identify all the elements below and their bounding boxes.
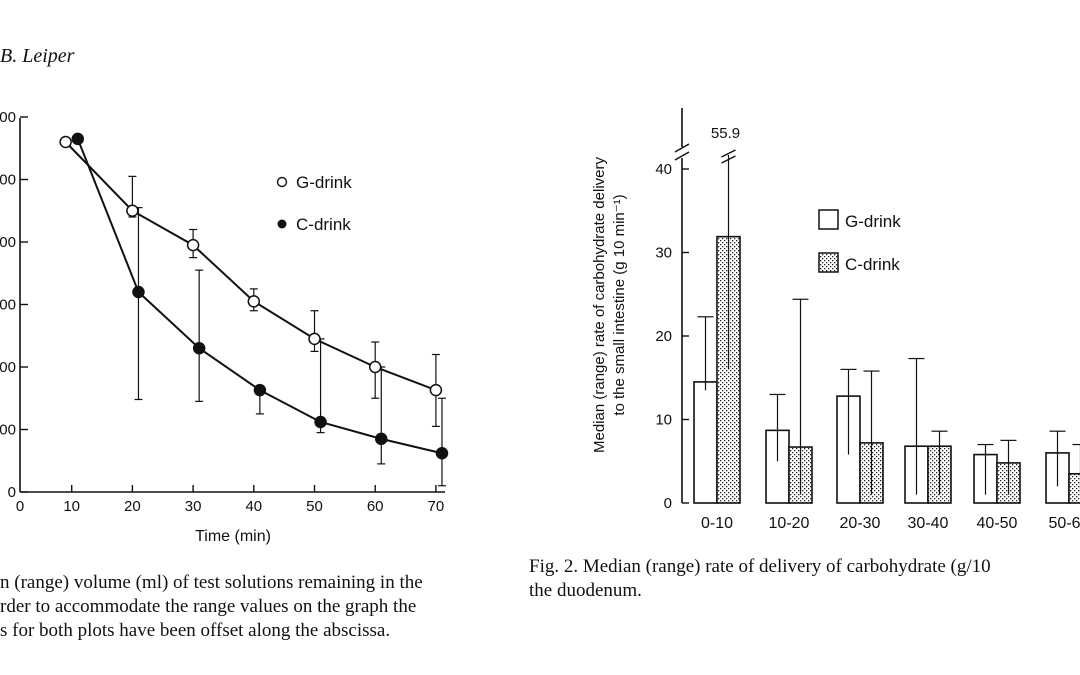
y-tick-label: 600 [0, 109, 16, 126]
legend-label-g-drink: G-drink [296, 173, 352, 192]
legend-label-g-drink: G-drink [845, 212, 901, 231]
data-point-g-drink [247, 295, 261, 308]
data-point-c-drink [132, 285, 145, 299]
x-tick-label: 20-30 [840, 515, 881, 532]
x-tick-label: 20 [124, 498, 141, 515]
caption-line: n (range) volume (ml) of test solutions … [0, 572, 423, 593]
caption-line: the duodenum. [529, 580, 642, 601]
figure-2-caption: Fig. 2. Median (range) rate of delivery … [529, 556, 991, 601]
x-tick-label: 30-40 [908, 515, 949, 532]
y-tick-label: 30 [655, 245, 672, 262]
author-header: B. Leiper [0, 45, 75, 67]
x-tick-label: 60 [367, 498, 384, 515]
legend-swatch-c-drink [818, 252, 839, 273]
volume-line-chart: 0 100 200 300 400 500 600 0 10 20 30 40 50 60 70 Time… [0, 109, 449, 545]
y-tick-label: 300 [0, 297, 16, 314]
caption-line: Fig. 2. Median (range) rate of delivery … [529, 556, 991, 577]
carbohydrate-bar-chart: Median (range) rate of carbohydrate deli… [591, 108, 1080, 532]
figure-1-caption: n (range) volume (ml) of test solutions … [0, 572, 423, 641]
data-point-g-drink [429, 383, 443, 397]
series-line-g-drink [64, 141, 437, 392]
x-tick-label: 50-60 [1049, 515, 1080, 532]
bar-c-drink [1068, 472, 1080, 504]
legend-marker-c-drink [277, 219, 287, 229]
y-tick-label: 0 [664, 495, 672, 512]
legend: G-drink C-drink [276, 173, 352, 234]
y-tick-label: 400 [0, 234, 16, 251]
data-point-g-drink [126, 204, 139, 217]
legend-swatch-g-drink [818, 209, 839, 230]
y-axis-label-line1: Median (range) rate of carbohydrate deli… [591, 157, 608, 453]
value-annotation: 55.9 [711, 125, 740, 142]
legend-marker-g-drink [276, 176, 288, 188]
data-point-g-drink [186, 238, 200, 252]
data-point-c-drink [314, 415, 327, 429]
x-tick-label: 10-20 [769, 515, 810, 532]
data-point-c-drink [192, 342, 206, 355]
y-tick-label: 40 [655, 161, 672, 178]
axis-break-mark [674, 143, 690, 161]
y-tick-label: 0 [8, 484, 16, 501]
data-point-c-drink [435, 447, 449, 460]
y-tick-label: 100 [0, 422, 16, 439]
error-break-mark [721, 155, 736, 164]
y-tick-label: 20 [655, 328, 672, 345]
x-tick-label: 70 [428, 498, 445, 515]
bar-g-drink [693, 381, 718, 504]
data-point-c-drink [253, 383, 267, 397]
caption-line: s for both plots have been offset along … [0, 620, 390, 641]
data-point-g-drink [368, 360, 382, 374]
y-tick-label: 200 [0, 359, 16, 376]
data-point-c-drink [71, 132, 85, 146]
x-axis-label: Time (min) [195, 528, 271, 545]
data-point-g-drink [308, 332, 321, 346]
error-break-mark [721, 149, 736, 158]
x-tick-label: 10 [63, 498, 80, 515]
x-tick-label: 40 [245, 498, 262, 515]
legend-label-c-drink: C-drink [845, 255, 900, 274]
y-tick-label: 500 [0, 172, 16, 189]
x-tick-label: 0-10 [701, 515, 733, 532]
legend: G-drink C-drink [818, 209, 901, 274]
x-tick-label: 0 [16, 498, 24, 515]
x-tick-label: 30 [185, 498, 202, 515]
y-tick-label: 10 [655, 412, 672, 429]
legend-label-c-drink: C-drink [296, 215, 351, 234]
y-axis-label-line2: to the small intestine (g 10 min⁻¹) [611, 194, 628, 415]
x-tick-label: 40-50 [977, 515, 1018, 532]
caption-line: rder to accommodate the range values on … [0, 596, 416, 617]
x-tick-label: 50 [306, 498, 323, 515]
data-point-g-drink [59, 135, 72, 149]
data-point-c-drink [375, 432, 388, 446]
